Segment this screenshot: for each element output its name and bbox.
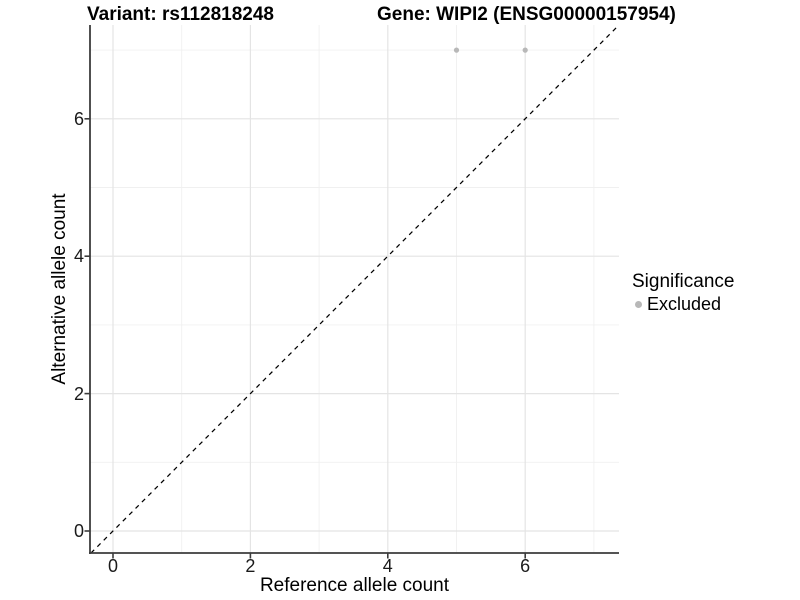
x-tick-label: 2: [245, 556, 256, 576]
data-point: [453, 47, 460, 53]
y-tick-label: 6: [73, 108, 84, 129]
legend-item-excluded: Excluded: [632, 294, 734, 314]
legend-title: Significance: [632, 271, 735, 292]
variant-title: Variant: rs112818248: [87, 4, 274, 25]
y-axis-title: Alternative allele count: [49, 193, 70, 385]
legend-item-label: Excluded: [647, 294, 722, 314]
x-tick-label: 4: [382, 556, 393, 576]
y-tick-label: 4: [73, 246, 84, 267]
data-point: [522, 47, 528, 53]
y-tick-label: 2: [73, 383, 84, 404]
legend: Significance Excluded: [632, 271, 734, 314]
x-tick-label: 0: [107, 556, 118, 576]
x-axis-title: Reference allele count: [259, 575, 450, 596]
y-tick-label: 0: [73, 521, 84, 541]
x-tick-label: 6: [520, 556, 531, 576]
identity-line: [90, 24, 620, 554]
gene-title: Gene: WIPI2 (ENSG00000157954): [377, 4, 676, 25]
legend-point-icon: [635, 300, 642, 308]
